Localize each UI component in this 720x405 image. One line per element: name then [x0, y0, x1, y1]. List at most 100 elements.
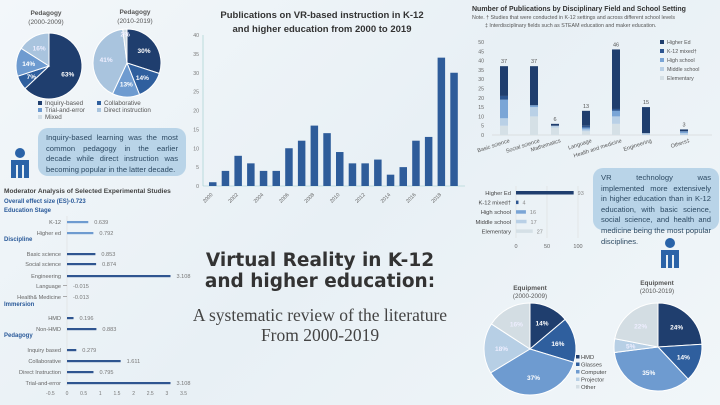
- moderator-label: Engineering: [31, 274, 61, 280]
- x-tick-label: 3: [166, 391, 169, 397]
- x-tick-label: 2016: [405, 192, 417, 204]
- y-tick-label: 50: [478, 40, 484, 46]
- bar-total-label: 37: [501, 59, 507, 65]
- chart-title: Publications on VR-based instruction in …: [220, 10, 423, 21]
- stacked-bar-segment: [582, 110, 590, 126]
- legend-label: K-12 mixed†: [667, 49, 697, 55]
- y-category-label: High school: [481, 210, 511, 216]
- legend-label: HMD: [581, 355, 594, 361]
- pie-slice: [126, 28, 162, 75]
- bar-total-label: 15: [643, 100, 649, 106]
- bar: [412, 140, 420, 186]
- pie-subtitle: (2000-2009): [28, 19, 63, 26]
- y-tick-label: 35: [478, 68, 484, 74]
- bar-total-label: 46: [613, 42, 619, 48]
- pedagogy-callout-text: Inquiry-based learning was the most comm…: [46, 133, 178, 174]
- x-tick-label: 2: [132, 391, 135, 397]
- stacked-bar-segment: [530, 116, 538, 135]
- stacked-bar-segment: [680, 133, 688, 135]
- callout-pointer: [30, 160, 46, 166]
- bar: [209, 182, 217, 186]
- pie-slice-label: 37%: [527, 375, 540, 382]
- legend-swatch: [660, 49, 664, 53]
- moderator-label: K-12: [49, 220, 61, 226]
- y-tick-label: 20: [478, 96, 484, 102]
- legend-swatch: [576, 377, 580, 381]
- legend-label: Projector: [581, 378, 604, 384]
- effect-bar: [67, 232, 94, 235]
- effect-value: 1.611: [127, 359, 141, 365]
- legend-label: Glasses: [581, 363, 602, 369]
- x-tick-label: 1: [99, 391, 102, 397]
- bar-total-label: 13: [583, 104, 589, 110]
- pie-slice-label: 14%: [136, 75, 149, 82]
- effect-bar: [67, 317, 74, 320]
- effect-bar: [67, 221, 89, 224]
- moderator-label: Basic science: [27, 252, 61, 258]
- x-tick-label: 100: [573, 244, 582, 250]
- stacked-bar-segment: [612, 108, 620, 111]
- stacked-bar-segment: [500, 95, 508, 100]
- value-label: 27: [537, 229, 543, 235]
- chart-title: Number of Publications by Disciplinary F…: [472, 6, 686, 13]
- x-category-label: Others‡: [670, 138, 690, 150]
- bar: [361, 163, 369, 186]
- legend-label: Inquiry-based: [45, 100, 84, 107]
- stacked-bar-segment: [642, 133, 650, 135]
- bar: [285, 148, 293, 186]
- group-heading: Education Stage: [4, 208, 52, 214]
- legend-label: Direct instruction: [104, 107, 151, 114]
- moderator-label: Trial-and-error: [25, 381, 61, 387]
- pie-slice: [490, 302, 531, 350]
- x-tick-label: 2012: [354, 192, 366, 204]
- chart-note: ‡ Interdisciplinary fields such as STEAM…: [485, 23, 656, 29]
- legend-swatch: [576, 370, 580, 374]
- y-tick-label: 10: [478, 114, 484, 120]
- y-tick-label: 30: [193, 71, 199, 77]
- pie-slice-label: 35%: [642, 370, 655, 377]
- stacked-bar-segment: [551, 125, 559, 128]
- effect-bar: [67, 275, 171, 278]
- legend-label: Elementary: [667, 76, 694, 82]
- y-category-label: K-12 mixed†: [478, 201, 511, 207]
- y-tick-label: 30: [478, 77, 484, 83]
- effect-value: -0.013: [73, 295, 89, 301]
- pie-subtitle: (2000-2009): [513, 293, 547, 300]
- effect-bar: [67, 382, 171, 385]
- effect-value: 3.108: [176, 381, 190, 387]
- effect-value: 0.196: [80, 316, 94, 322]
- moderator-label: Higher ed: [37, 231, 61, 237]
- pie-slice: [657, 302, 703, 348]
- bar: [272, 170, 280, 186]
- bar: [297, 140, 306, 186]
- bar: [221, 170, 230, 186]
- legend-label: Collaborative: [104, 100, 141, 107]
- pie-subtitle: (2010-2019): [640, 288, 674, 295]
- legend-swatch: [576, 355, 580, 359]
- bar-total-label: 37: [531, 59, 537, 65]
- y-category-label: Higher Ed: [485, 191, 511, 197]
- stacked-bar-segment: [530, 107, 538, 117]
- x-tick-label: 2008: [304, 192, 316, 204]
- y-tick-label: 0: [481, 133, 484, 139]
- pie-slice-label: 22%: [634, 323, 647, 330]
- bar: [516, 229, 533, 233]
- group-heading: Discipline: [4, 237, 33, 243]
- legend-swatch: [38, 101, 42, 105]
- bar: [310, 125, 319, 186]
- y-category-label: Middle school: [476, 220, 511, 226]
- value-label: 93: [578, 191, 584, 197]
- effect-value: 0.874: [102, 262, 116, 268]
- pie-slice: [528, 318, 577, 364]
- pie-slice-label: 14%: [22, 61, 35, 68]
- effect-bar: [67, 263, 97, 266]
- pie-title: Equipment: [513, 285, 547, 292]
- effect-value: 0.853: [101, 252, 115, 258]
- legend-swatch: [38, 108, 42, 112]
- x-tick-label: 2010: [329, 192, 341, 204]
- pie-slice: [613, 346, 689, 392]
- pie-slice: [24, 32, 83, 100]
- bar: [516, 219, 527, 224]
- bar: [424, 136, 433, 186]
- x-tick-label: -0.5: [46, 391, 55, 397]
